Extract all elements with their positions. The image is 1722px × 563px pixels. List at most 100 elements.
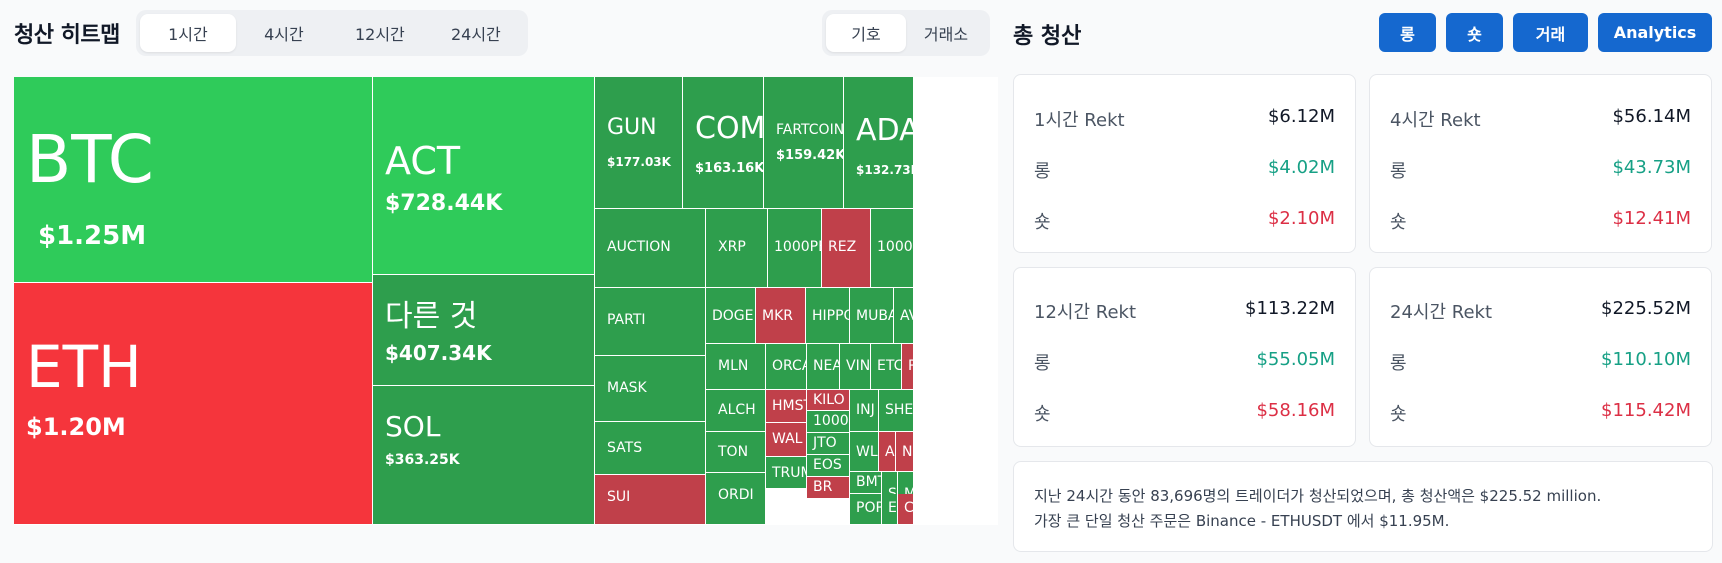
heatmap-cell[interactable]: SATS [595, 422, 706, 475]
tab-1h[interactable]: 1시간 [139, 14, 236, 52]
tab-symbol[interactable]: 기호 [826, 14, 906, 52]
heatmap-cell[interactable]: EOS [807, 455, 850, 477]
heatmap-cell[interactable]: SOL $363.25K [373, 386, 595, 525]
short-button[interactable]: 숏 [1446, 13, 1503, 52]
heatmap-cell[interactable]: INJ [850, 390, 879, 432]
analytics-button[interactable]: Analytics [1598, 13, 1712, 52]
heatmap-cell[interactable]: COMP $163.16K [683, 77, 764, 209]
heatmap-cell[interactable]: WAL [766, 423, 807, 457]
cell-symbol: ALCH [718, 402, 756, 418]
heatmap-cell[interactable]: KILO [807, 390, 850, 411]
heatmap-cell[interactable]: ALCH [706, 390, 766, 432]
cell-value: $363.25K [385, 452, 460, 468]
cell-symbol: PNUT [908, 358, 913, 374]
heatmap-cell[interactable]: ORDI [706, 473, 766, 525]
heatmap-cell[interactable]: PNUT [902, 344, 914, 390]
cell-symbol: DOGE [712, 308, 754, 324]
card-total: $225.52M [1601, 298, 1691, 319]
cell-symbol: MLN [718, 358, 749, 374]
card-total: $6.12M [1267, 106, 1335, 127]
cell-symbol: BR [813, 479, 833, 495]
heatmap-cell[interactable]: TON [706, 432, 766, 473]
heatmap-cell[interactable]: ORCA [766, 344, 807, 390]
heatmap-cell[interactable]: WLD [850, 432, 879, 472]
cell-symbol: SHELL [885, 402, 914, 418]
card-label: 24시간 Rekt [1390, 302, 1492, 323]
heatmap-cell[interactable]: MLN [706, 344, 766, 390]
heatmap-cell[interactable]: C [898, 494, 914, 525]
heatmap-cell[interactable]: MKR [756, 288, 806, 344]
cell-symbol: WAL [772, 431, 803, 447]
cell-symbol: 다른 것 [385, 299, 478, 334]
card-total: $56.14M [1612, 106, 1691, 127]
cell-symbol: HMSTR [772, 398, 806, 414]
cell-symbol: SATS [607, 440, 643, 456]
heatmap-cell[interactable]: REZ [822, 209, 871, 288]
heatmap-cell[interactable]: MUBARAK [850, 288, 894, 344]
heatmap-cell[interactable]: ETH $1.20M [14, 283, 373, 525]
heatmap-cell[interactable]: 1000BONK [871, 209, 914, 288]
short-label: 숏 [1390, 404, 1407, 425]
heatmap-cell[interactable]: BMT [850, 472, 882, 494]
heatmap-cell[interactable]: NEAR [807, 344, 840, 390]
heatmap-cell[interactable]: AI [879, 432, 896, 472]
heatmap-cell[interactable]: ETC [871, 344, 902, 390]
heatmap-cell[interactable]: BR [807, 477, 850, 499]
heatmap-cell[interactable]: DOGE [706, 288, 756, 344]
cell-symbol: ETH [26, 333, 142, 401]
trade-button[interactable]: 거래 [1513, 13, 1588, 52]
cell-symbol: INJ [856, 402, 875, 418]
heatmap-cell[interactable]: 1000PEPE [768, 209, 822, 288]
heatmap-cell[interactable]: AVAX [894, 288, 914, 344]
heatmap-cell[interactable]: SUI [595, 475, 706, 525]
cell-value: $177.03K [607, 155, 671, 169]
heatmap-cell[interactable]: AUCTION [595, 209, 706, 288]
long-label: 롱 [1034, 353, 1051, 374]
long-label: 롱 [1390, 353, 1407, 374]
cell-symbol: 1000PEPE [774, 239, 821, 255]
heatmap-cell[interactable]: NIL [896, 432, 914, 472]
long-value: $55.05M [1256, 349, 1335, 370]
heatmap-cell[interactable]: ADA $132.73K [844, 77, 914, 209]
heatmap-cell[interactable]: JTO [807, 433, 850, 455]
cell-symbol: MASK [607, 380, 647, 396]
heatmap-cell[interactable]: FARTCOIN $159.42K [764, 77, 844, 209]
short-value: $58.16M [1256, 400, 1335, 421]
heatmap-cell[interactable]: POPCAT [850, 494, 882, 525]
heatmap-cell[interactable]: ACT $728.44K [373, 77, 595, 275]
long-label: 롱 [1390, 161, 1407, 182]
cell-value: $159.42K [776, 148, 844, 163]
heatmap-cell[interactable]: HIPPO [806, 288, 850, 344]
heatmap-cell[interactable]: 다른 것 $407.34K [373, 275, 595, 386]
heatmap-cell[interactable]: TRUMP [766, 457, 807, 489]
heatmap-cell[interactable]: HMSTR [766, 390, 807, 423]
heatmap-cell[interactable]: MASK [595, 356, 706, 422]
short-label: 숏 [1390, 212, 1407, 233]
tab-4h[interactable]: 4시간 [264, 25, 304, 44]
cell-value: $132.73K [856, 163, 914, 177]
heatmap-cell[interactable]: GUN $177.03K [595, 77, 683, 209]
rekt-card-12h: 12시간 Rekt $113.22M 롱 $55.05M 숏 $58.16M [1013, 267, 1356, 447]
heatmap-cell[interactable]: SHELL [879, 390, 914, 432]
short-label: 숏 [1034, 212, 1051, 233]
cell-symbol: MKR [762, 308, 793, 324]
short-value: $12.41M [1612, 208, 1691, 229]
heatmap-cell[interactable]: E [882, 494, 898, 525]
cell-symbol: AUCTION [607, 239, 671, 255]
cell-symbol: ETC [877, 358, 902, 374]
card-total: $113.22M [1245, 298, 1335, 319]
heatmap-cell[interactable]: BTC $1.25M [14, 77, 373, 283]
card-label: 1시간 Rekt [1034, 110, 1125, 131]
heatmap-cell[interactable]: XRP [706, 209, 768, 288]
long-label: 롱 [1034, 161, 1051, 182]
tab-24h[interactable]: 24시간 [450, 25, 501, 44]
cell-symbol: AVAX [900, 308, 913, 324]
tab-12h[interactable]: 12시간 [354, 25, 405, 44]
heatmap-cell[interactable]: PARTI [595, 288, 706, 356]
cell-value: $1.20M [26, 413, 126, 441]
long-button[interactable]: 롱 [1379, 13, 1436, 52]
tab-exchange[interactable]: 거래소 [923, 25, 969, 44]
